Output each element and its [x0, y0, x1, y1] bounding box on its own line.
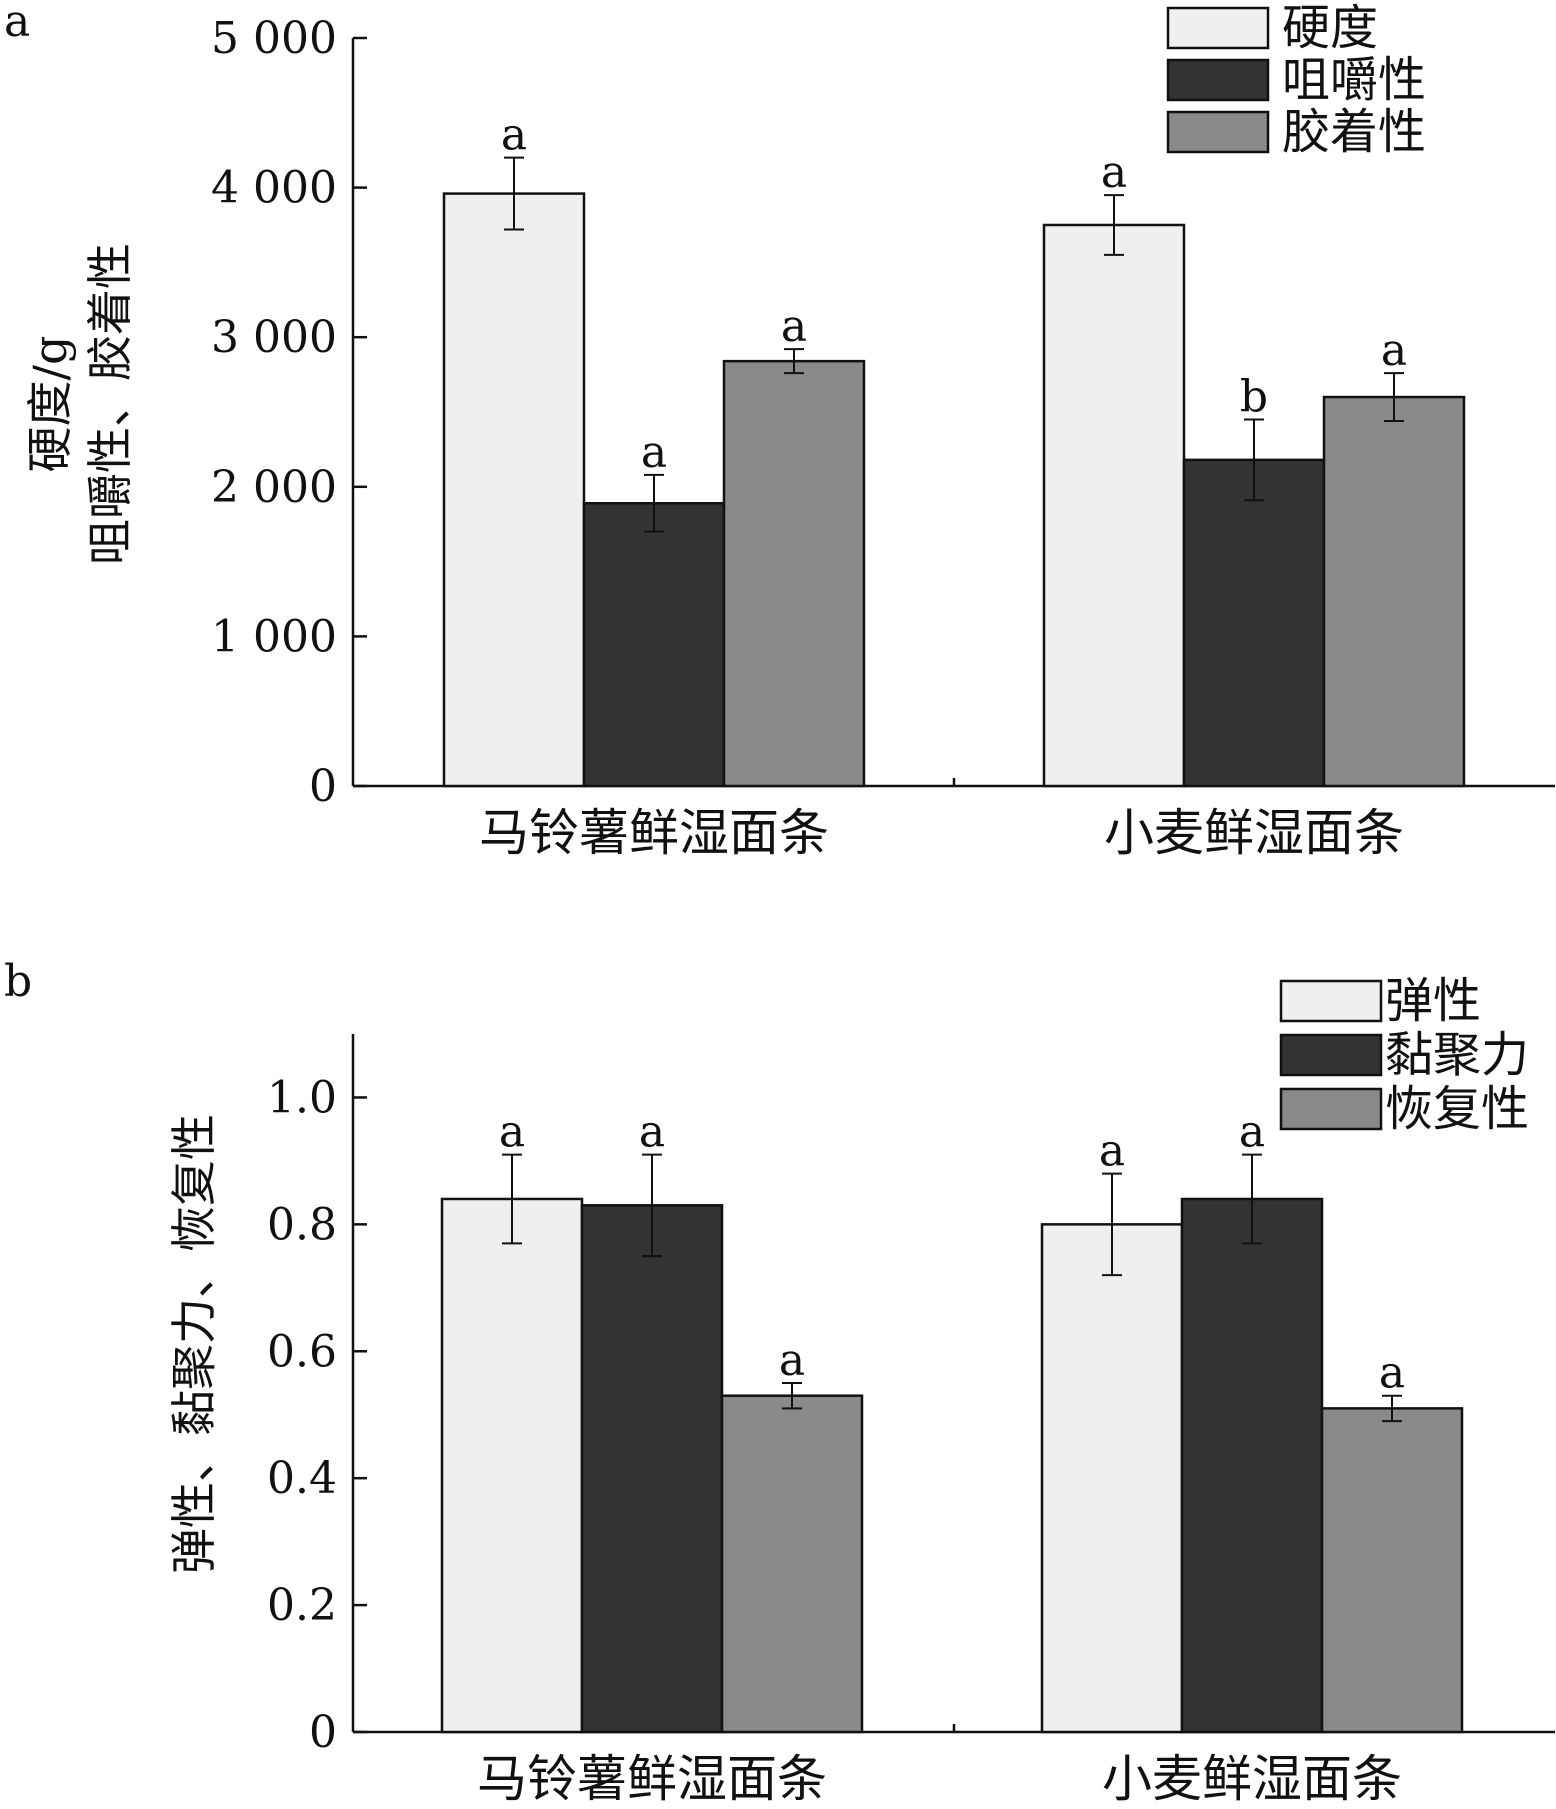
- panel-a-y-tick-label: 0: [309, 761, 337, 812]
- panel-b-axes: 0 0.2 0.4 0.6 0.8 1.0 马铃薯鲜湿面条 小麦鲜湿面条: [267, 1034, 1555, 1808]
- panel-b-legend-swatch: [1279, 1087, 1383, 1131]
- panel-b-legend-label: 弹性: [1385, 973, 1481, 1029]
- panel-a-y-tick-label: 1 000: [211, 611, 337, 662]
- panel-a-y-label: 硬度/g 咀嚼性、胶着性: [23, 243, 137, 565]
- panel-a-category-label: 马铃薯鲜湿面条: [479, 804, 829, 862]
- panel-b-significance-label: a: [1379, 1348, 1405, 1399]
- panel-b-category-label: 马铃薯鲜湿面条: [477, 1750, 827, 1808]
- panel-a-significance-label: a: [781, 301, 807, 352]
- panel-b-significance-label: a: [779, 1335, 805, 1386]
- panel-b-label: b: [4, 956, 32, 1007]
- panel-b-y-label: 弹性、黏聚力、恢复性: [167, 1114, 221, 1574]
- panel-a-bar: [442, 192, 586, 788]
- panel-b-bar: [440, 1197, 584, 1734]
- panel-b-y-tick-label: 0.6: [267, 1326, 337, 1377]
- panel-a-bars: a a a b a a: [442, 110, 1466, 788]
- panel-b-significance-label: a: [499, 1107, 525, 1158]
- panel-a-category-label: 小麦鲜湿面条: [1104, 804, 1404, 862]
- panel-a-y-label-line-1: 硬度/g: [23, 336, 77, 473]
- panel-b-significance-label: a: [1239, 1107, 1265, 1158]
- panel-b-legend-swatch: [1279, 1033, 1383, 1077]
- panel-b-y-tick-label: 0.2: [267, 1580, 337, 1631]
- panel-b-bar: [1320, 1407, 1464, 1734]
- panel-a-significance-label: b: [1240, 371, 1268, 422]
- panel-b-category-label: 小麦鲜湿面条: [1102, 1750, 1402, 1808]
- panel-a-bar: [722, 359, 866, 788]
- panel-a-legend-swatch: [1166, 58, 1270, 102]
- panel-a-legend-swatch: [1166, 6, 1270, 50]
- panel-a-y-tick-label: 2 000: [211, 462, 337, 513]
- panel-a-axes: 0 1 000 2 000 3 000 4 000 5 000 马铃薯鲜湿面条 小麦鲜湿面条: [211, 13, 1555, 862]
- panel-b-y-tick-label: 0.4: [267, 1453, 337, 1504]
- panel-a-legend-swatch: [1166, 110, 1270, 154]
- panel-a-y-label-line-2: 咀嚼性、胶着性: [83, 243, 137, 565]
- panel-b-bar: [580, 1204, 724, 1734]
- panel-b-y-tick-label: 0: [309, 1707, 337, 1758]
- panel-b-bar: [1180, 1197, 1324, 1734]
- panel-a-y-tick-label: 3 000: [211, 312, 337, 363]
- panel-b-bar: [1040, 1223, 1184, 1734]
- panel-a-bar: [582, 502, 726, 788]
- panel-a: a 硬度/g 咀嚼性、胶着性 0 1 000 2 000 3 000 4 000 5 00…: [4, 0, 1555, 862]
- panel-b-y-tick-label: 0.8: [267, 1199, 337, 1250]
- panel-a-legend-label: 硬度: [1282, 0, 1378, 56]
- panel-a-legend-label: 胶着性: [1282, 104, 1426, 160]
- panel-a-bar: [1042, 223, 1186, 788]
- panel-b-bar: [720, 1394, 864, 1734]
- panel-a-legend-label: 咀嚼性: [1282, 52, 1426, 108]
- panel-b-legend-label: 黏聚力: [1385, 1027, 1529, 1083]
- panel-a-bar: [1322, 395, 1466, 788]
- panel-b-significance-label: a: [639, 1107, 665, 1158]
- panel-b-bars: a a a a a a: [440, 1107, 1464, 1734]
- panel-a-y-tick-label: 5 000: [211, 13, 337, 64]
- panel-a-significance-label: a: [1381, 325, 1407, 376]
- panel-a-significance-label: a: [641, 427, 667, 478]
- panel-a-significance-label: a: [501, 110, 527, 161]
- panel-b-y-label-line-1: 弹性、黏聚力、恢复性: [167, 1114, 221, 1574]
- panel-b: b 弹性、黏聚力、恢复性 0 0.2 0.4 0.6 0.8 1.0 马铃薯鲜湿面条 小麦鲜湿…: [4, 956, 1555, 1808]
- panel-a-bar: [1182, 458, 1326, 788]
- panel-a-y-tick-label: 4 000: [211, 163, 337, 214]
- panel-a-label: a: [4, 0, 30, 47]
- panel-a-significance-label: a: [1101, 147, 1127, 198]
- panel-b-y-tick-label: 1.0: [267, 1072, 337, 1123]
- panel-b-legend-label: 恢复性: [1385, 1081, 1529, 1137]
- panel-b-legend-swatch: [1279, 979, 1383, 1023]
- panel-b-significance-label: a: [1099, 1126, 1125, 1177]
